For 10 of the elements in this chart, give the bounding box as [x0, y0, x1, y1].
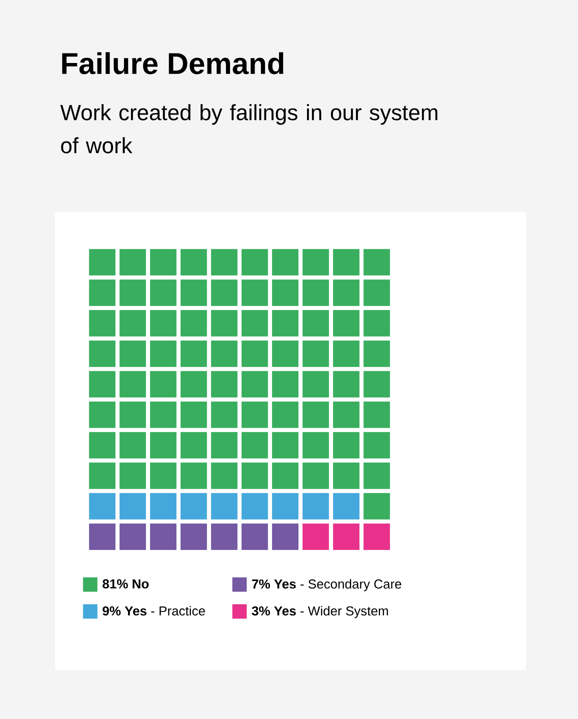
- category-label: No: [132, 579, 149, 588]
- data-label: 7%: [252, 579, 270, 589]
- text: Failure Demand: [62, 52, 284, 74]
- data-label: 3%: [252, 606, 270, 616]
- category-label: Yes - Wider System: [274, 606, 388, 618]
- category-label: Yes - Secondary Care: [274, 579, 402, 592]
- text: Work created by failings in our system of work: [60, 104, 438, 154]
- data-label: 9%: [102, 606, 121, 616]
- category-label: Yes - Practice: [124, 606, 205, 616]
- data-label: 81%: [102, 579, 128, 588]
